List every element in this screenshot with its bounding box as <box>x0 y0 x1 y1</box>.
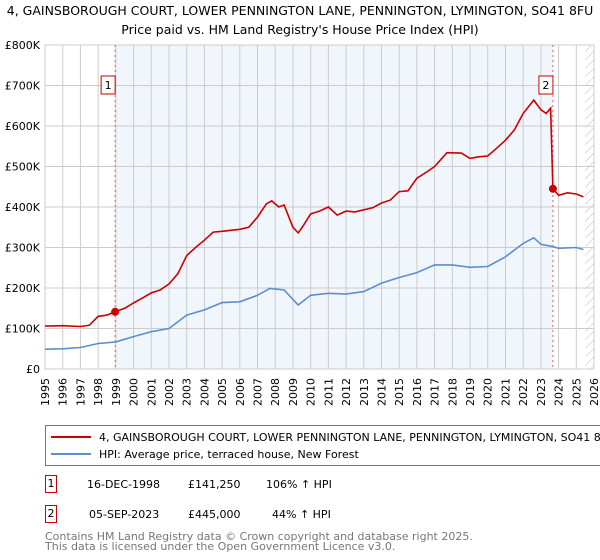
transaction-price: £445,000 <box>188 508 241 521</box>
x-tick-label: 1999 <box>110 378 123 406</box>
x-tick-label: 2005 <box>216 378 229 406</box>
x-tick-label: 2022 <box>517 378 530 406</box>
transaction-price: £141,250 <box>188 478 241 491</box>
marker-1-label: 1 <box>105 79 112 92</box>
x-tick-label: 1998 <box>92 378 105 406</box>
legend-red-line <box>51 436 91 438</box>
x-tick-label: 2009 <box>287 378 300 406</box>
x-tick-label: 2006 <box>234 378 247 406</box>
y-tick-label: £700K <box>5 80 41 93</box>
transaction-date: 05-SEP-2023 <box>89 508 160 521</box>
chart-title: 4, GAINSBOROUGH COURT, LOWER PENNINGTON … <box>7 3 594 18</box>
legend-hpi-label: HPI: Average price, terraced house, New … <box>99 447 359 461</box>
transaction-hpi: 106% ↑ HPI <box>266 478 332 491</box>
x-tick-label: 2026 <box>588 378 600 406</box>
x-tick-label: 2013 <box>358 378 371 406</box>
transaction-hpi: 44% ↑ HPI <box>272 508 331 521</box>
x-tick-label: 2024 <box>553 378 566 406</box>
x-tick-label: 2014 <box>375 378 388 406</box>
x-tick-label: 2020 <box>482 378 495 406</box>
x-tick-label: 2003 <box>181 378 194 406</box>
transaction-row-2: 2 05-SEP-2023 £445,000 44% ↑ HPI <box>45 505 600 525</box>
y-tick-label: £100K <box>5 323 41 336</box>
x-tick-label: 1997 <box>74 378 87 406</box>
y-tick-label: £800K <box>5 39 41 52</box>
x-tick-label: 2011 <box>322 378 335 406</box>
hpi-series-line <box>44 236 584 350</box>
x-tick-label: 2007 <box>252 378 265 406</box>
marker-1-badge <box>100 75 116 95</box>
price-chart: 4, GAINSBOROUGH COURT, LOWER PENNINGTON … <box>5 3 600 406</box>
marker-2-badge <box>538 75 554 95</box>
x-tick-label: 2018 <box>446 378 459 406</box>
x-tick-label: 2019 <box>464 378 477 406</box>
x-tick-label: 2021 <box>499 378 512 406</box>
transaction-badge: 2 <box>45 505 57 523</box>
y-tick-label: £200K <box>5 282 41 295</box>
legend-item-hpi: HPI: Average price, terraced house, New … <box>46 446 359 462</box>
x-tick-label: 2017 <box>429 378 442 406</box>
x-tick-label: 2004 <box>198 378 211 406</box>
x-tick-label: 1996 <box>57 378 70 406</box>
x-tick-label: 2008 <box>269 378 282 406</box>
x-tick-label: 2025 <box>570 378 583 406</box>
chart-subtitle: Price paid vs. HM Land Registry's House … <box>121 22 478 37</box>
legend-property-label: 4, GAINSBOROUGH COURT, LOWER PENNINGTON … <box>99 430 600 444</box>
y-tick-label: £500K <box>5 161 41 174</box>
sale-point-2 <box>548 184 557 193</box>
y-tick-label: £300K <box>5 242 41 255</box>
property-series-line <box>44 98 584 328</box>
x-tick-label: 2001 <box>145 378 158 406</box>
x-tick-label: 2016 <box>411 378 424 406</box>
y-tick-label: £0 <box>26 363 40 376</box>
x-tick-label: 2000 <box>128 378 141 406</box>
x-tick-label: 2015 <box>393 378 406 406</box>
footer-licence: This data is licensed under the Open Gov… <box>45 540 396 553</box>
legend-item-property: 4, GAINSBOROUGH COURT, LOWER PENNINGTON … <box>46 429 600 445</box>
x-tick-label: 1995 <box>39 378 52 406</box>
x-tick-label: 2002 <box>163 378 176 406</box>
marker-2-label: 2 <box>542 79 549 92</box>
y-tick-label: £600K <box>5 120 41 133</box>
x-tick-label: 2012 <box>340 378 353 406</box>
legend: 4, GAINSBOROUGH COURT, LOWER PENNINGTON … <box>45 425 600 466</box>
footer-copyright: Contains HM Land Registry data © Crown c… <box>45 530 473 543</box>
plot-border <box>44 44 595 370</box>
transaction-badge: 1 <box>45 475 57 493</box>
footer: Contains HM Land Registry data © Crown c… <box>45 530 473 553</box>
legend-blue-line <box>51 453 91 455</box>
sale-point-1 <box>111 307 120 316</box>
transaction-row-1: 1 16-DEC-1998 £141,250 106% ↑ HPI <box>45 475 600 495</box>
transaction-date: 16-DEC-1998 <box>87 478 161 491</box>
x-tick-label: 2010 <box>305 378 318 406</box>
x-tick-label: 2023 <box>535 378 548 406</box>
y-tick-label: £400K <box>5 201 41 214</box>
